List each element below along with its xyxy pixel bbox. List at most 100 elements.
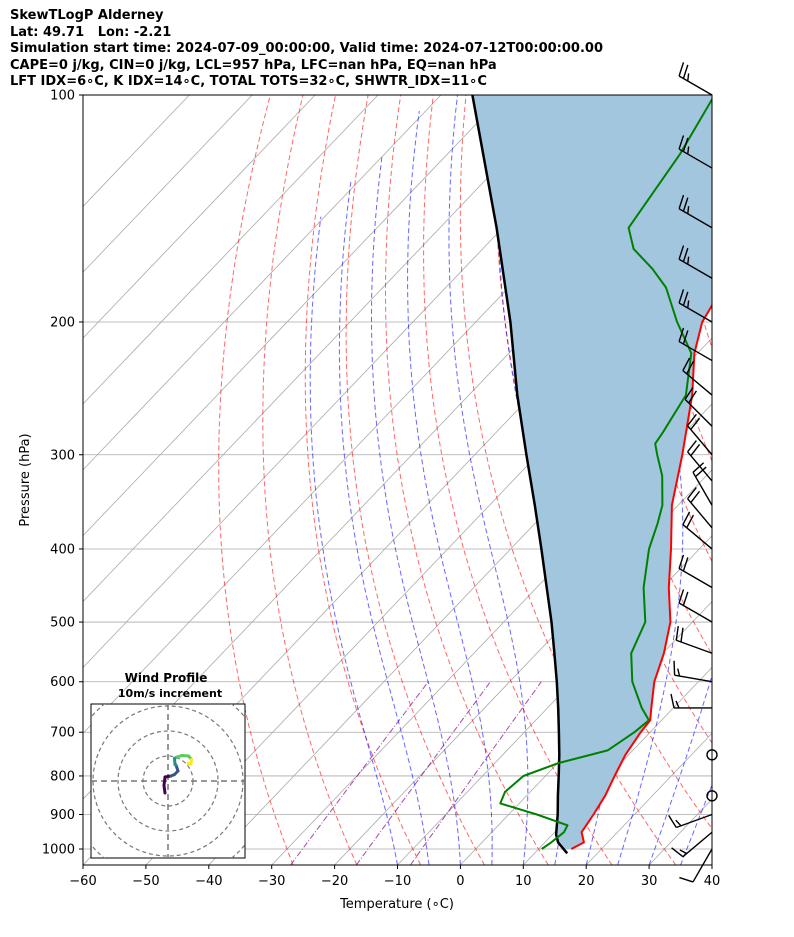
wind-barb-flag <box>687 413 697 427</box>
x-tick-label: 0 <box>456 874 464 889</box>
wind-barb-flag <box>690 490 701 503</box>
wind-barb-flag <box>682 357 691 371</box>
wind-barb-flag <box>678 589 685 604</box>
wind-barb-staff <box>678 208 713 229</box>
y-tick-label: 200 <box>50 315 75 330</box>
wind-barb-staff <box>678 75 713 96</box>
x-tick-label: −60 <box>69 874 96 889</box>
location-line: Lat: 49.71 Lon: -2.21 <box>10 24 172 40</box>
isotherm-line <box>83 95 316 339</box>
wind-barb-flag <box>682 64 689 79</box>
wind-barb-flag <box>687 146 690 155</box>
wind-barb-flag <box>688 390 698 404</box>
wind-barb-flag <box>690 443 701 457</box>
wind-barb-flag <box>682 330 689 345</box>
wind-barb-staff <box>687 425 713 456</box>
temperature-line <box>570 303 712 850</box>
moist-adiabat-line <box>648 674 712 865</box>
wind-barb-flag <box>678 194 685 209</box>
wind-profile-inset: Wind Profile 10m/s increment <box>90 671 246 859</box>
x-tick-label: 40 <box>704 874 721 889</box>
isotherm-line <box>334 469 712 865</box>
wind-barb-staff <box>678 258 713 279</box>
isotherm-line <box>83 95 379 405</box>
isotherm-line <box>711 864 712 865</box>
y-tick-label: 600 <box>50 675 75 690</box>
moist-adiabat-line <box>680 783 712 865</box>
wind-barb-staff <box>684 398 713 427</box>
y-tick-label: 300 <box>50 448 75 463</box>
y-tick-label: 100 <box>50 89 75 104</box>
wind-barb-staff <box>678 340 713 362</box>
wind-barb-flag <box>673 660 676 676</box>
isotherm-line <box>83 95 505 537</box>
moist-adiabat-line <box>338 180 430 865</box>
y-axis-label: Pressure (hPa) <box>18 433 33 526</box>
moist-adiabat-line <box>371 154 461 865</box>
mixing-ratio-line <box>409 681 542 865</box>
dry-adiabat-line <box>262 95 358 865</box>
dry-adiabat-line <box>385 95 549 865</box>
wind-barb-staff <box>678 602 713 623</box>
wind-barb-staff <box>682 370 713 396</box>
wind-barb-staff <box>678 567 713 589</box>
wind-barb-staff <box>682 524 713 550</box>
cin-shaded-area <box>472 95 712 849</box>
wind-barb-flag <box>682 511 691 525</box>
wind-barb-flag <box>668 815 677 828</box>
hodograph-segment <box>186 762 193 766</box>
moist-adiabat-line <box>711 863 712 865</box>
isotherm-line <box>83 95 568 603</box>
wind-barb-flag <box>686 514 695 529</box>
wind-barb-staff <box>676 639 713 654</box>
wind-barb-flag <box>682 557 689 572</box>
wind-barb-flag <box>670 693 675 709</box>
indices-line-1: CAPE=0 j/kg, CIN=0 j/kg, LCL=957 hPa, LF… <box>10 57 497 73</box>
time-line: Simulation start time: 2024-07-09_00:00:… <box>10 41 603 56</box>
dewpoint-line <box>499 97 712 850</box>
dry-adiabat-line <box>423 95 613 865</box>
wind-barb-flag <box>679 876 694 883</box>
wind-barb-flag <box>677 668 681 677</box>
x-tick-label: −30 <box>258 874 285 889</box>
moist-adiabat-line <box>744 95 794 865</box>
y-tick-label: 700 <box>50 726 75 741</box>
isotherm-line <box>585 732 712 865</box>
mixing-ratio-line <box>355 681 491 865</box>
wind-barb-flag <box>675 625 679 641</box>
wind-barb-staff <box>674 674 713 683</box>
isotherm-line <box>775 95 794 865</box>
isotherm-line <box>83 95 253 273</box>
dry-adiabat-line <box>727 95 794 865</box>
wind-barb-staff <box>687 498 713 529</box>
dry-adiabats <box>218 95 794 865</box>
wind-barb-flag <box>687 300 690 309</box>
wind-barb-flag <box>682 591 689 606</box>
wind-barb-flag <box>678 135 685 150</box>
wind-barb-flag <box>675 700 680 709</box>
dry-adiabat-line <box>759 95 794 865</box>
hodograph-ring <box>117 730 219 832</box>
x-axis-ticks: −60 −50 −40 −30 −20 −10 0 10 20 30 40 <box>69 865 720 889</box>
y-tick-label: 400 <box>50 542 75 557</box>
wind-barb-flag <box>687 206 690 214</box>
wind-barb-flag <box>678 62 685 77</box>
wind-barb-flag <box>686 360 695 375</box>
x-axis-label: Temperature (∘C) <box>339 897 454 912</box>
y-tick-label: 1000 <box>42 843 75 858</box>
wind-barb-flag <box>687 73 690 82</box>
wind-barb-flag <box>690 417 701 430</box>
moist-adiabat-line <box>309 216 398 865</box>
wind-barb-flag <box>678 554 685 569</box>
wind-barb-flag <box>678 245 685 260</box>
y-tick-label: 900 <box>50 808 75 823</box>
wind-barb-flag <box>695 466 707 478</box>
moist-adiabat-line <box>407 110 493 865</box>
wind-barb-staff <box>676 813 713 829</box>
wind-barb-flag <box>678 289 685 304</box>
chart-title: SkewTLogP Alderney <box>10 8 164 23</box>
y-tick-label: 800 <box>50 769 75 784</box>
isotherm-line <box>523 666 712 865</box>
x-tick-label: 30 <box>641 874 658 889</box>
wind-barb-flag <box>680 627 684 643</box>
